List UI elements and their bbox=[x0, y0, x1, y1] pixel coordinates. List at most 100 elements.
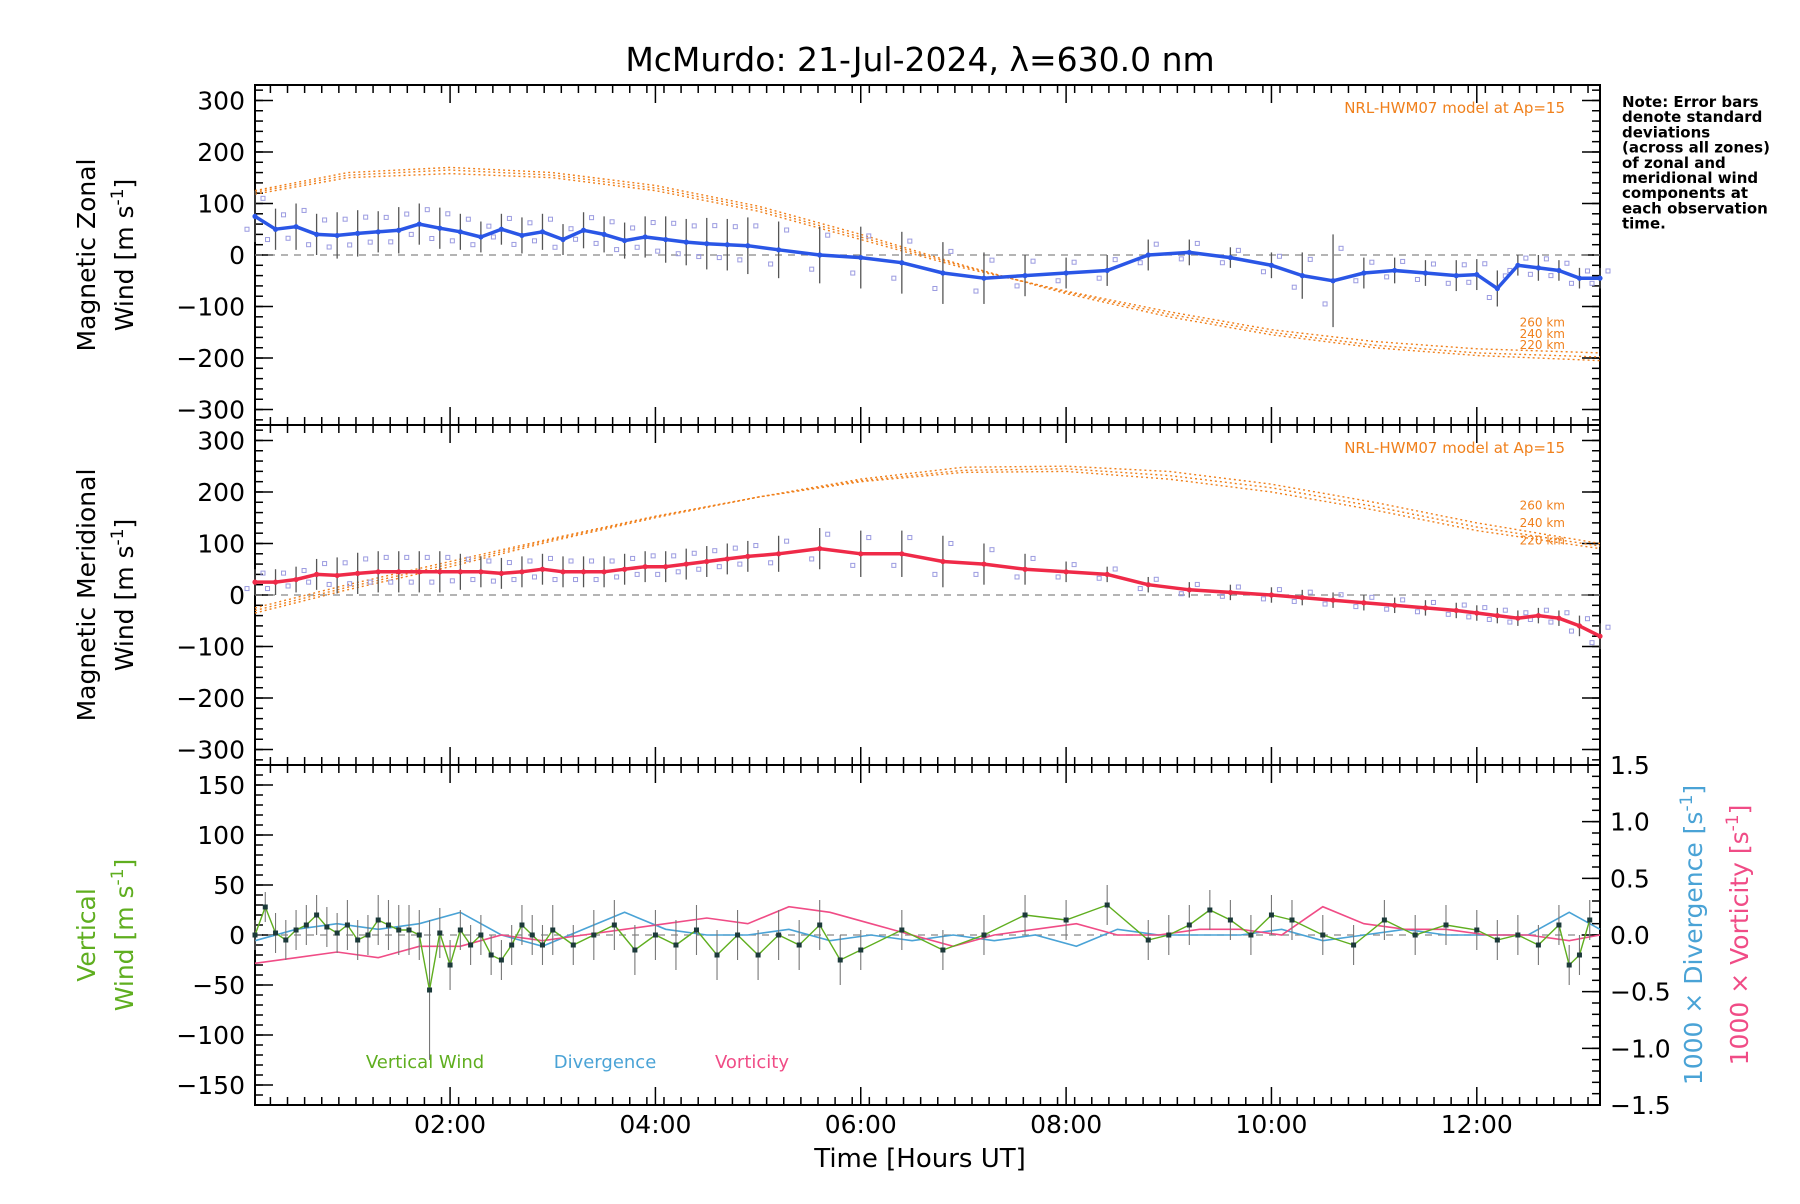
zonal-wind-point bbox=[498, 226, 505, 232]
vertical-wind-point bbox=[1535, 942, 1541, 948]
zone-point bbox=[1445, 280, 1451, 286]
meridional-wind-point bbox=[622, 566, 628, 572]
vertical-wind-point bbox=[1289, 917, 1295, 923]
meridional-wind-point bbox=[396, 569, 402, 575]
zone-point bbox=[671, 553, 677, 559]
zone-point bbox=[531, 238, 537, 244]
zone-point bbox=[907, 535, 913, 541]
vertical-wind-line bbox=[254, 904, 1591, 991]
vertical-wind-point bbox=[478, 932, 484, 938]
zonal-wind-point bbox=[314, 231, 320, 237]
x-tick-label: 12:00 bbox=[1441, 1110, 1513, 1139]
meridional-wind-point bbox=[416, 569, 422, 575]
meridional-wind-point bbox=[252, 579, 258, 585]
zone-point bbox=[784, 538, 790, 544]
zone-point bbox=[1584, 268, 1590, 274]
zone-point bbox=[367, 579, 373, 585]
zone-point bbox=[301, 568, 307, 574]
zone-point bbox=[486, 558, 492, 564]
zone-point bbox=[655, 571, 661, 577]
zone-point bbox=[1507, 619, 1513, 625]
zone-point bbox=[989, 257, 995, 263]
vertical-wind-point bbox=[570, 942, 576, 948]
zone-point bbox=[465, 216, 471, 222]
zone-point bbox=[506, 215, 512, 221]
zone-point bbox=[1137, 260, 1143, 266]
zone-point bbox=[1548, 273, 1554, 279]
model-curve-260km bbox=[254, 166, 1601, 362]
meridional-wind-point bbox=[776, 551, 782, 557]
vertical-wind-point bbox=[355, 937, 361, 943]
legend-vertical-wind: Vertical Wind bbox=[366, 1052, 484, 1073]
vertical-wind-point bbox=[427, 987, 433, 993]
zone-point bbox=[712, 548, 718, 554]
vertical-wind-point bbox=[755, 952, 761, 958]
zone-point bbox=[691, 550, 697, 556]
vertical-wind-point bbox=[252, 932, 258, 938]
zone-point bbox=[825, 232, 831, 238]
zonal-wind-point bbox=[724, 242, 730, 248]
zone-point bbox=[593, 577, 599, 583]
zone-point bbox=[850, 270, 856, 276]
zonal-wind-point bbox=[375, 229, 381, 235]
model-altitude-label: 220 km bbox=[1520, 338, 1565, 352]
vertical-wind-point bbox=[273, 930, 279, 936]
vertical-wind-point bbox=[396, 927, 402, 933]
zone-point bbox=[260, 195, 266, 201]
vertical-wind-point bbox=[498, 957, 504, 963]
zone-point bbox=[244, 226, 250, 232]
vertical-wind-point bbox=[776, 932, 782, 938]
zone-point bbox=[1589, 280, 1595, 286]
vertical-errorbars bbox=[254, 885, 1591, 1060]
zone-point bbox=[347, 581, 353, 587]
zone-point bbox=[1461, 262, 1467, 268]
zone-point bbox=[1482, 261, 1488, 267]
zone-point bbox=[342, 216, 348, 222]
zone-point bbox=[1030, 555, 1036, 561]
vertical-wind-point bbox=[693, 927, 699, 933]
zonal-model bbox=[254, 166, 1601, 362]
zone-point bbox=[1112, 257, 1118, 263]
zone-point bbox=[1030, 258, 1036, 264]
x-tick-label: 08:00 bbox=[1030, 1110, 1102, 1139]
zone-point bbox=[614, 574, 620, 580]
zonal-wind-point bbox=[1268, 262, 1275, 268]
meridional-wind-point bbox=[334, 572, 340, 579]
vertical-wind-point bbox=[293, 927, 299, 933]
zonal-wind-point bbox=[478, 234, 484, 240]
zone-point bbox=[609, 219, 615, 225]
y-tick-label: 200 bbox=[197, 138, 245, 167]
zone-point bbox=[614, 247, 620, 253]
zone-point bbox=[342, 560, 348, 566]
zonal-wind-point bbox=[1063, 270, 1069, 276]
zone-point bbox=[1322, 301, 1328, 307]
zone-point bbox=[1548, 619, 1554, 625]
note-line: meridional wind bbox=[1622, 169, 1758, 187]
note-line: of zonal and bbox=[1622, 154, 1726, 172]
zone-point bbox=[1466, 279, 1472, 285]
vertical-wind-point bbox=[416, 932, 422, 938]
meridional-wind-point bbox=[601, 569, 607, 575]
meridional-wind-point bbox=[1576, 623, 1583, 629]
zone-point bbox=[470, 242, 476, 248]
vertical-wind-point bbox=[437, 930, 443, 936]
note-line: Note: Error bars bbox=[1622, 93, 1759, 111]
zonal-wind-point bbox=[1104, 267, 1110, 274]
zone-point bbox=[866, 535, 872, 541]
zone-point bbox=[737, 561, 743, 567]
zone-point bbox=[388, 579, 394, 585]
vertical-ylabel: Vertical Wind [m s-1] bbox=[72, 859, 139, 1012]
zone-point bbox=[948, 248, 954, 254]
note-line: time. bbox=[1622, 215, 1666, 233]
zone-point bbox=[732, 224, 738, 230]
zone-point bbox=[825, 531, 831, 537]
zone-point bbox=[1384, 606, 1390, 612]
zonal-wind-point bbox=[1361, 270, 1367, 276]
zone-point bbox=[589, 558, 595, 564]
zone-point bbox=[326, 244, 332, 250]
zone-point bbox=[285, 583, 291, 589]
zone-point bbox=[408, 231, 414, 237]
zone-point bbox=[265, 237, 271, 243]
meridional-wind-point bbox=[1422, 605, 1429, 611]
